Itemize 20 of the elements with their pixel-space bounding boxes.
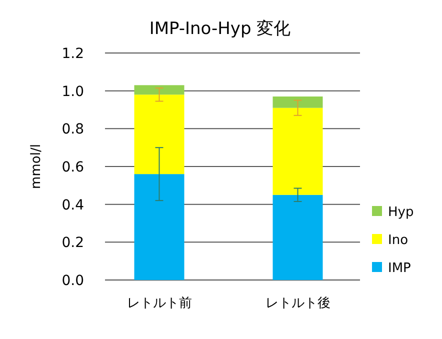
x-tick-label: レトルト前 (126, 296, 192, 311)
y-tick-label: 0.6 (62, 160, 84, 176)
bar (272, 194, 323, 280)
y-tick-label: 0.2 (62, 235, 84, 252)
y-tick-label: 0.4 (62, 197, 84, 214)
bar (272, 108, 323, 195)
legend-label: Hyp (388, 205, 414, 220)
legend-label: Ino (388, 233, 408, 248)
y-tick-label: 1.2 (62, 46, 84, 62)
bar (134, 94, 184, 174)
legend-label: IMP (388, 261, 412, 276)
y-axis-title: mmol/l (29, 144, 44, 189)
y-tick-label: 0.0 (62, 273, 84, 289)
bar (134, 174, 184, 280)
y-tick-label: 0.8 (62, 122, 84, 138)
chart-title: IMP-Ino-Hyp 変化 (149, 19, 291, 39)
bar (272, 96, 323, 108)
bar (134, 85, 184, 95)
x-tick-label: レトルト後 (265, 296, 330, 311)
y-tick-label: 1.0 (62, 84, 84, 100)
